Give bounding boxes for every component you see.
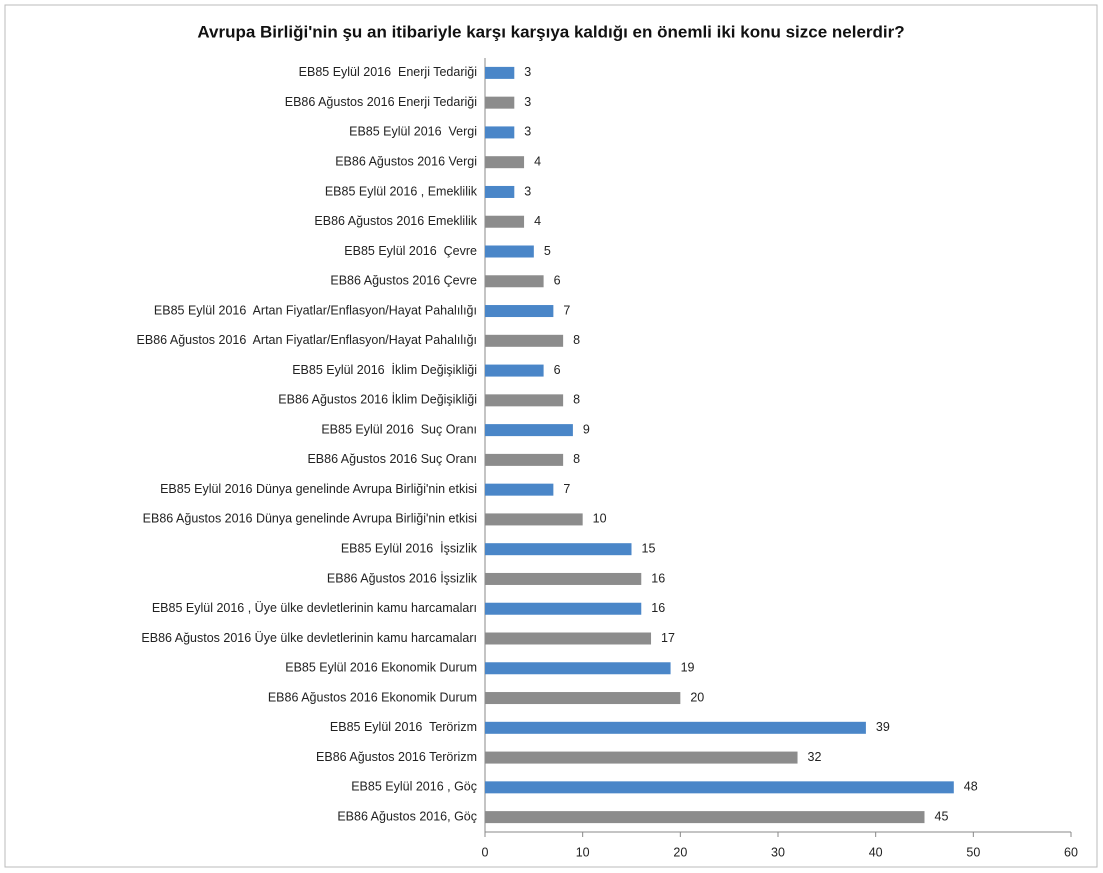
data-label: 10 bbox=[593, 512, 607, 526]
x-tick-label: 60 bbox=[1064, 845, 1078, 859]
bar bbox=[485, 334, 564, 347]
y-tick-label: EB86 Ağustos 2016 Üye ülke devletlerinin… bbox=[141, 631, 477, 645]
y-tick-label: EB85 Eylül 2016 , Emeklilik bbox=[325, 184, 478, 198]
y-tick-label: EB85 Eylül 2016 , Göç bbox=[351, 780, 477, 794]
x-tick-label: 40 bbox=[869, 845, 883, 859]
y-tick-label: EB85 Eylül 2016 Suç Oranı bbox=[321, 422, 477, 436]
data-label: 3 bbox=[524, 65, 531, 79]
bar bbox=[485, 572, 642, 585]
data-label: 3 bbox=[524, 95, 531, 109]
bar bbox=[485, 692, 681, 705]
x-tick-label: 0 bbox=[482, 845, 489, 859]
data-label: 15 bbox=[642, 541, 656, 555]
y-tick-label: EB85 Eylül 2016 Enerji Tedariği bbox=[299, 65, 477, 79]
y-tick-label: EB85 Eylül 2016 İklim Değişikliği bbox=[292, 363, 477, 377]
y-tick-label: EB85 Eylül 2016 Vergi bbox=[349, 125, 477, 139]
data-label: 5 bbox=[544, 244, 551, 258]
y-tick-label: EB86 Ağustos 2016 Artan Fiyatlar/Enflasy… bbox=[137, 333, 477, 347]
bar bbox=[485, 394, 564, 407]
bar bbox=[485, 632, 652, 645]
y-tick-label: EB85 Eylül 2016 İşsizlik bbox=[341, 541, 478, 555]
y-tick-label: EB86 Ağustos 2016, Göç bbox=[337, 809, 477, 823]
y-tick-label: EB86 Ağustos 2016 İklim Değişikliği bbox=[278, 393, 477, 407]
y-tick-label: EB86 Ağustos 2016 Emeklilik bbox=[314, 214, 477, 228]
data-label: 7 bbox=[563, 482, 570, 496]
bar bbox=[485, 96, 515, 109]
bar bbox=[485, 483, 554, 496]
y-tick-label: EB86 Ağustos 2016 İşsizlik bbox=[327, 571, 478, 585]
data-label: 3 bbox=[524, 125, 531, 139]
chart-title: Avrupa Birliği'nin şu an itibariyle karş… bbox=[197, 22, 904, 41]
bar bbox=[485, 364, 544, 377]
data-label: 9 bbox=[583, 422, 590, 436]
data-label: 6 bbox=[554, 274, 561, 288]
data-label: 4 bbox=[534, 214, 541, 228]
y-tick-label: EB86 Ağustos 2016 Dünya genelinde Avrupa… bbox=[143, 512, 477, 526]
bar bbox=[485, 424, 573, 437]
bar bbox=[485, 156, 525, 169]
data-label: 6 bbox=[554, 363, 561, 377]
bar bbox=[485, 602, 642, 615]
data-label: 17 bbox=[661, 631, 675, 645]
data-label: 32 bbox=[808, 750, 822, 764]
data-label: 39 bbox=[876, 720, 890, 734]
data-label: 8 bbox=[573, 452, 580, 466]
y-tick-label: EB85 Eylül 2016 , Üye ülke devletlerinin… bbox=[152, 601, 477, 615]
bar bbox=[485, 126, 515, 139]
bar bbox=[485, 781, 954, 794]
y-tick-label: EB86 Ağustos 2016 Terörizm bbox=[316, 750, 477, 764]
data-label: 16 bbox=[651, 601, 665, 615]
y-tick-label: EB85 Eylül 2016 Dünya genelinde Avrupa B… bbox=[160, 482, 477, 496]
bar bbox=[485, 185, 515, 198]
y-tick-label: EB86 Ağustos 2016 Ekonomik Durum bbox=[268, 690, 477, 704]
x-tick-label: 20 bbox=[673, 845, 687, 859]
y-tick-label: EB85 Eylül 2016 Çevre bbox=[344, 244, 477, 258]
data-label: 48 bbox=[964, 780, 978, 794]
x-tick-label: 50 bbox=[966, 845, 980, 859]
x-tick-label: 30 bbox=[771, 845, 785, 859]
y-tick-label: EB86 Ağustos 2016 Enerji Tedariği bbox=[285, 95, 477, 109]
y-tick-label: EB85 Eylül 2016 Ekonomik Durum bbox=[285, 661, 477, 675]
data-label: 16 bbox=[651, 571, 665, 585]
data-label: 8 bbox=[573, 393, 580, 407]
bar bbox=[485, 513, 583, 526]
bar bbox=[485, 543, 632, 556]
bar bbox=[485, 751, 798, 764]
bar bbox=[485, 305, 554, 318]
bar bbox=[485, 245, 534, 258]
x-tick-label: 10 bbox=[576, 845, 590, 859]
data-label: 7 bbox=[563, 303, 570, 317]
bar bbox=[485, 66, 515, 79]
data-label: 45 bbox=[935, 809, 949, 823]
y-tick-label: EB85 Eylül 2016 Terörizm bbox=[330, 720, 477, 734]
y-tick-label: EB86 Ağustos 2016 Çevre bbox=[330, 274, 477, 288]
bar bbox=[485, 215, 525, 228]
data-label: 8 bbox=[573, 333, 580, 347]
bar bbox=[485, 811, 925, 824]
data-label: 4 bbox=[534, 154, 541, 168]
y-tick-label: EB86 Ağustos 2016 Vergi bbox=[335, 154, 477, 168]
bar bbox=[485, 453, 564, 466]
bar bbox=[485, 275, 544, 288]
bar bbox=[485, 662, 671, 675]
bar bbox=[485, 721, 866, 734]
data-label: 3 bbox=[524, 184, 531, 198]
data-label: 20 bbox=[690, 690, 704, 704]
y-tick-label: EB85 Eylül 2016 Artan Fiyatlar/Enflasyon… bbox=[154, 303, 477, 317]
data-label: 19 bbox=[681, 661, 695, 675]
y-tick-label: EB86 Ağustos 2016 Suç Oranı bbox=[307, 452, 477, 466]
